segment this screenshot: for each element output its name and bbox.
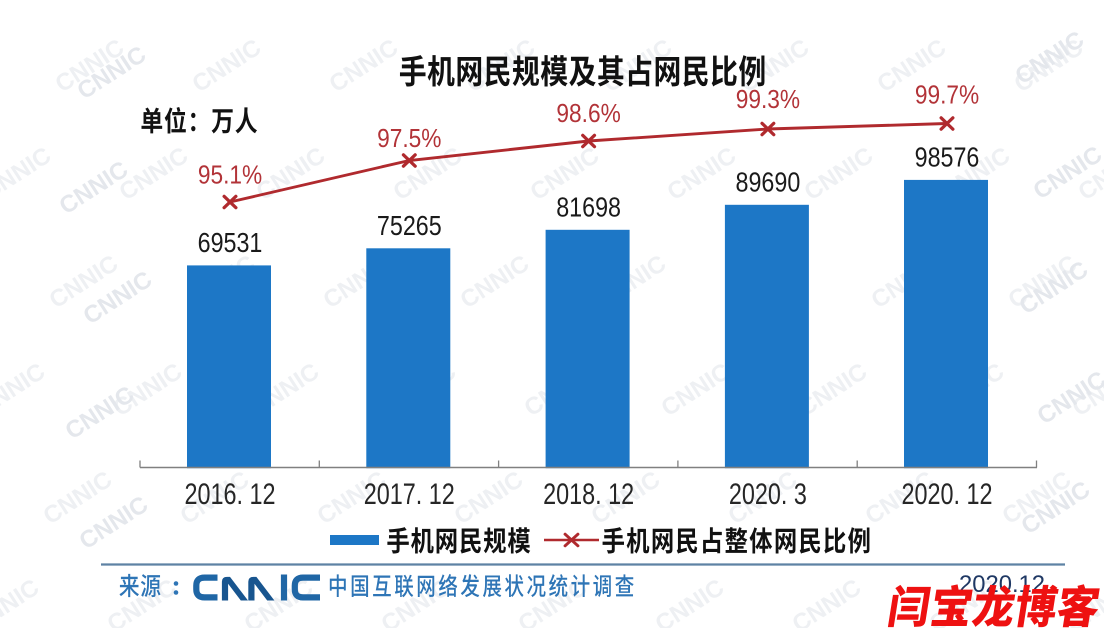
svg-text:99.7%: 99.7%: [915, 81, 979, 110]
svg-text:98.6%: 98.6%: [556, 100, 620, 129]
svg-text:2020. 3: 2020. 3: [729, 477, 807, 510]
svg-text:69531: 69531: [198, 228, 263, 258]
svg-text:2020. 12: 2020. 12: [901, 477, 992, 510]
svg-text:95.1%: 95.1%: [198, 161, 262, 190]
svg-text:2020.12: 2020.12: [959, 571, 1045, 598]
svg-text:89690: 89690: [736, 168, 801, 198]
svg-text:81698: 81698: [556, 193, 621, 223]
svg-text:75265: 75265: [377, 211, 442, 241]
svg-text:97.5%: 97.5%: [377, 125, 441, 154]
svg-text:2018. 12: 2018. 12: [543, 477, 634, 510]
svg-text:98576: 98576: [915, 143, 980, 173]
svg-text:2016. 12: 2016. 12: [184, 477, 275, 510]
svg-text:99.3%: 99.3%: [736, 86, 800, 115]
svg-text:2017. 12: 2017. 12: [364, 477, 455, 510]
